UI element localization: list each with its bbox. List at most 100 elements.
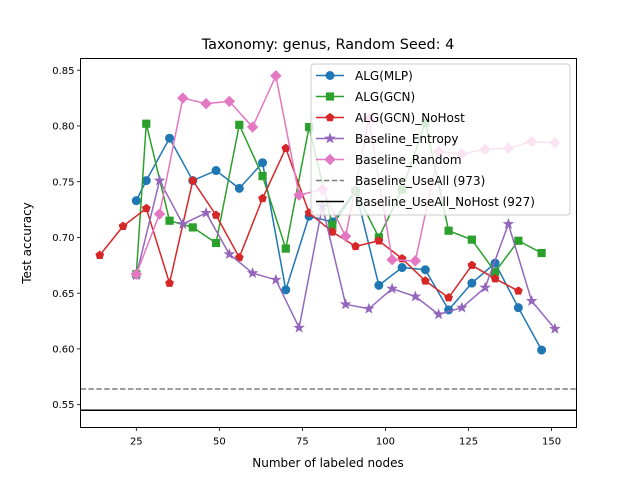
data-point-alg-gcn: [514, 236, 523, 245]
x-tick-label: 50: [213, 437, 226, 448]
data-point-alg-mlp: [513, 303, 523, 313]
legend-label: Baseline_UseAll (973): [355, 174, 485, 188]
y-tick-label: 0.70: [52, 233, 74, 244]
data-point-alg-mlp: [420, 265, 430, 275]
legend-entry-baseline-entropy: Baseline_Entropy: [316, 132, 459, 146]
legend-marker: [325, 71, 335, 80]
data-point-baseline-random: [153, 208, 166, 220]
y-tick-label: 0.65: [52, 289, 74, 300]
data-point-alg-gcn: [467, 235, 476, 244]
data-point-alg-gcn-nohost: [444, 293, 453, 302]
data-point-baseline-random: [339, 230, 352, 243]
data-point-baseline-entropy: [386, 282, 398, 294]
data-point-alg-gcn-nohost: [513, 286, 523, 295]
data-point-baseline-entropy: [456, 301, 468, 313]
data-point-alg-gcn: [281, 244, 290, 253]
x-tick-label: 75: [296, 437, 309, 448]
data-point-baseline-random: [223, 95, 236, 108]
legend-marker: [325, 112, 335, 122]
y-tick-label: 0.60: [52, 345, 74, 356]
data-point-alg-gcn-nohost: [327, 227, 337, 236]
data-point-alg-mlp: [397, 263, 407, 273]
axes-frame: [80, 58, 577, 428]
data-point-baseline-random: [293, 189, 305, 201]
legend-entry-baseline-random: Baseline_Random: [316, 153, 462, 167]
x-tick-label: 150: [542, 437, 561, 448]
data-point-baseline-entropy: [549, 322, 561, 334]
legend-marker: [324, 132, 336, 144]
data-point-alg-gcn-nohost: [188, 175, 198, 185]
legend-entry-baseline-useall-nohost-927: Baseline_UseAll_NoHost (927): [316, 195, 535, 209]
legend-entry-alg-mlp: ALG(MLP): [316, 69, 413, 83]
x-tick-label: 100: [376, 437, 395, 448]
legend-entry-alg-gcn: ALG(GCN): [316, 90, 415, 104]
y-tick-label: 0.75: [52, 177, 74, 188]
data-point-alg-mlp: [374, 280, 384, 290]
y-tick-label: 0.55: [52, 400, 74, 411]
data-point-baseline-random: [246, 121, 259, 133]
data-point-baseline-entropy: [479, 281, 491, 293]
data-point-baseline-entropy: [177, 217, 189, 229]
data-point-baseline-entropy: [502, 217, 515, 229]
axis-ticks: 25 50 75 100 125 150 0.55 0.60 0.65 0.70 0.75 0.80 0…: [52, 66, 561, 448]
data-point-alg-mlp: [211, 166, 221, 176]
data-point-alg-gcn: [235, 120, 244, 129]
data-point-baseline-entropy: [153, 174, 166, 186]
y-tick-label: 0.85: [52, 66, 74, 77]
series-alg-gcn-nohost: [95, 143, 523, 302]
data-point-alg-gcn: [188, 223, 197, 232]
data-point-alg-mlp: [281, 285, 291, 295]
data-point-alg-mlp: [165, 133, 175, 143]
data-point-baseline-entropy: [223, 248, 236, 260]
data-point-alg-mlp: [141, 176, 151, 186]
x-tick-label: 125: [459, 437, 478, 448]
x-tick-label: 25: [130, 437, 143, 448]
data-point-alg-mlp: [234, 183, 244, 193]
data-point-alg-gcn-nohost: [165, 278, 174, 287]
legend-marker: [325, 92, 335, 101]
legend-label: ALG(GCN): [355, 90, 415, 104]
data-point-alg-gcn-nohost: [234, 252, 244, 262]
legend-entry-baseline-useall-973: Baseline_UseAll (973): [316, 174, 485, 188]
legend-label: ALG(GCN)_NoHost: [355, 111, 465, 125]
data-point-alg-gcn-nohost: [258, 193, 267, 203]
data-point-alg-mlp: [131, 196, 141, 206]
data-point-baseline-entropy: [293, 321, 305, 333]
y-axis-label: Test accuracy: [20, 202, 34, 285]
y-tick-label: 0.80: [52, 122, 74, 133]
data-point-alg-gcn-nohost: [351, 241, 360, 251]
data-point-baseline-random: [409, 255, 422, 267]
data-point-baseline-entropy: [246, 267, 259, 278]
x-axis-label: Number of labeled nodes: [252, 456, 403, 470]
data-point-baseline-random: [177, 92, 189, 104]
chart-title: Taxonomy: genus, Random Seed: 4: [201, 37, 455, 53]
data-point-alg-gcn: [165, 216, 174, 225]
legend-entry-alg-gcn-nohost: ALG(GCN)_NoHost: [316, 111, 465, 125]
data-point-baseline-random: [200, 97, 212, 110]
data-point-baseline-entropy: [525, 294, 538, 306]
data-point-alg-gcn-nohost: [95, 250, 105, 259]
legend-box: [310, 63, 571, 216]
data-point-baseline-entropy: [270, 273, 282, 285]
data-point-alg-gcn-nohost: [374, 236, 384, 245]
data-point-baseline-random: [130, 268, 143, 280]
data-point-alg-gcn-nohost: [141, 203, 151, 213]
data-point-baseline-random: [270, 70, 282, 82]
legend-label: ALG(MLP): [355, 69, 413, 83]
legend-marker: [324, 153, 336, 166]
data-point-baseline-entropy: [339, 298, 352, 310]
data-point-alg-mlp: [467, 278, 477, 288]
data-point-baseline-entropy: [363, 302, 375, 314]
data-point-alg-gcn-nohost: [211, 210, 221, 219]
data-point-baseline-entropy: [432, 308, 445, 320]
data-point-alg-gcn: [211, 238, 221, 248]
data-point-baseline-entropy: [200, 206, 212, 218]
data-point-alg-gcn: [258, 172, 267, 181]
data-point-alg-gcn: [537, 248, 546, 258]
legend-label: Baseline_Entropy: [355, 132, 459, 146]
data-point-alg-gcn: [444, 226, 453, 235]
data-point-alg-gcn: [142, 119, 151, 128]
data-point-alg-mlp: [258, 158, 268, 168]
data-point-baseline-random: [386, 254, 398, 266]
